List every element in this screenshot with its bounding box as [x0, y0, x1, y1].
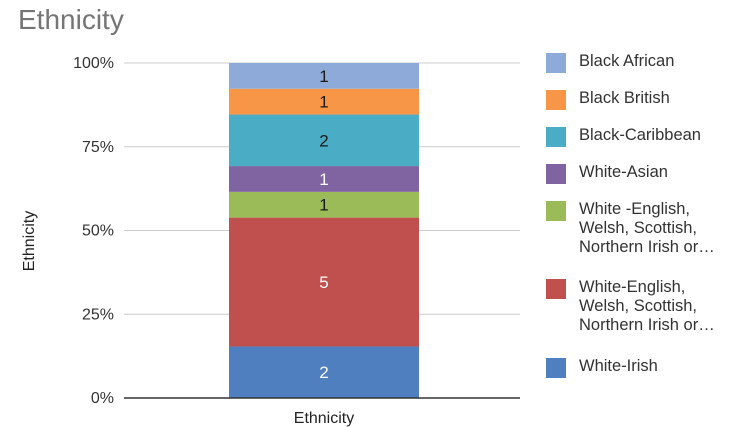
- data-label: 1: [319, 196, 328, 215]
- legend-label: White-Irish: [579, 357, 658, 375]
- legend-swatch: [546, 53, 566, 73]
- legend-swatch: [546, 164, 566, 184]
- legend-label: Black British: [579, 89, 670, 107]
- y-tick-label: 0%: [91, 390, 114, 407]
- bar-segment: [229, 114, 419, 167]
- y-tick-label: 25%: [82, 306, 114, 323]
- legend-label: White -English, Welsh, Scottish, Norther…: [579, 200, 715, 256]
- bar-segment: [229, 166, 419, 192]
- legend-swatch: [546, 358, 566, 378]
- y-tick-label: 50%: [82, 223, 114, 240]
- data-label: 5: [319, 273, 328, 292]
- legend-item: White-English, Welsh, Scottish, Northern…: [546, 278, 744, 335]
- bar-segment: [229, 217, 419, 347]
- legend-item: Black African: [546, 52, 744, 73]
- data-label: 1: [319, 170, 328, 189]
- y-tick-label: 100%: [73, 55, 114, 72]
- bar-segment: [229, 63, 419, 89]
- legend-label: Black African: [579, 52, 675, 70]
- data-label: 1: [319, 93, 328, 112]
- x-tick-label: Ethnicity: [294, 410, 354, 427]
- legend-swatch: [546, 279, 566, 299]
- y-tick-label: 75%: [82, 139, 114, 156]
- data-label: 1: [319, 67, 328, 86]
- y-axis-title: Ethnicity: [21, 211, 38, 271]
- legend-item: Black British: [546, 89, 744, 110]
- legend-label: Black-Caribbean: [579, 126, 701, 144]
- data-label: 2: [319, 363, 328, 382]
- legend-item: White-Asian: [546, 163, 744, 184]
- legend-item: White-Irish: [546, 357, 744, 378]
- data-label: 2: [319, 131, 328, 150]
- legend-item: White -English, Welsh, Scottish, Norther…: [546, 200, 744, 257]
- legend-swatch: [546, 201, 566, 221]
- chart-title: Ethnicity: [18, 4, 124, 35]
- legend-item: Black-Caribbean: [546, 126, 744, 147]
- legend-label: White-Asian: [579, 163, 668, 181]
- bar-segment: [229, 346, 419, 398]
- bar-segment: [229, 88, 419, 115]
- legend-swatch: [546, 90, 566, 110]
- bar-segment: [229, 191, 419, 218]
- legend-label: White-English, Welsh, Scottish, Northern…: [579, 278, 715, 334]
- legend-swatch: [546, 127, 566, 147]
